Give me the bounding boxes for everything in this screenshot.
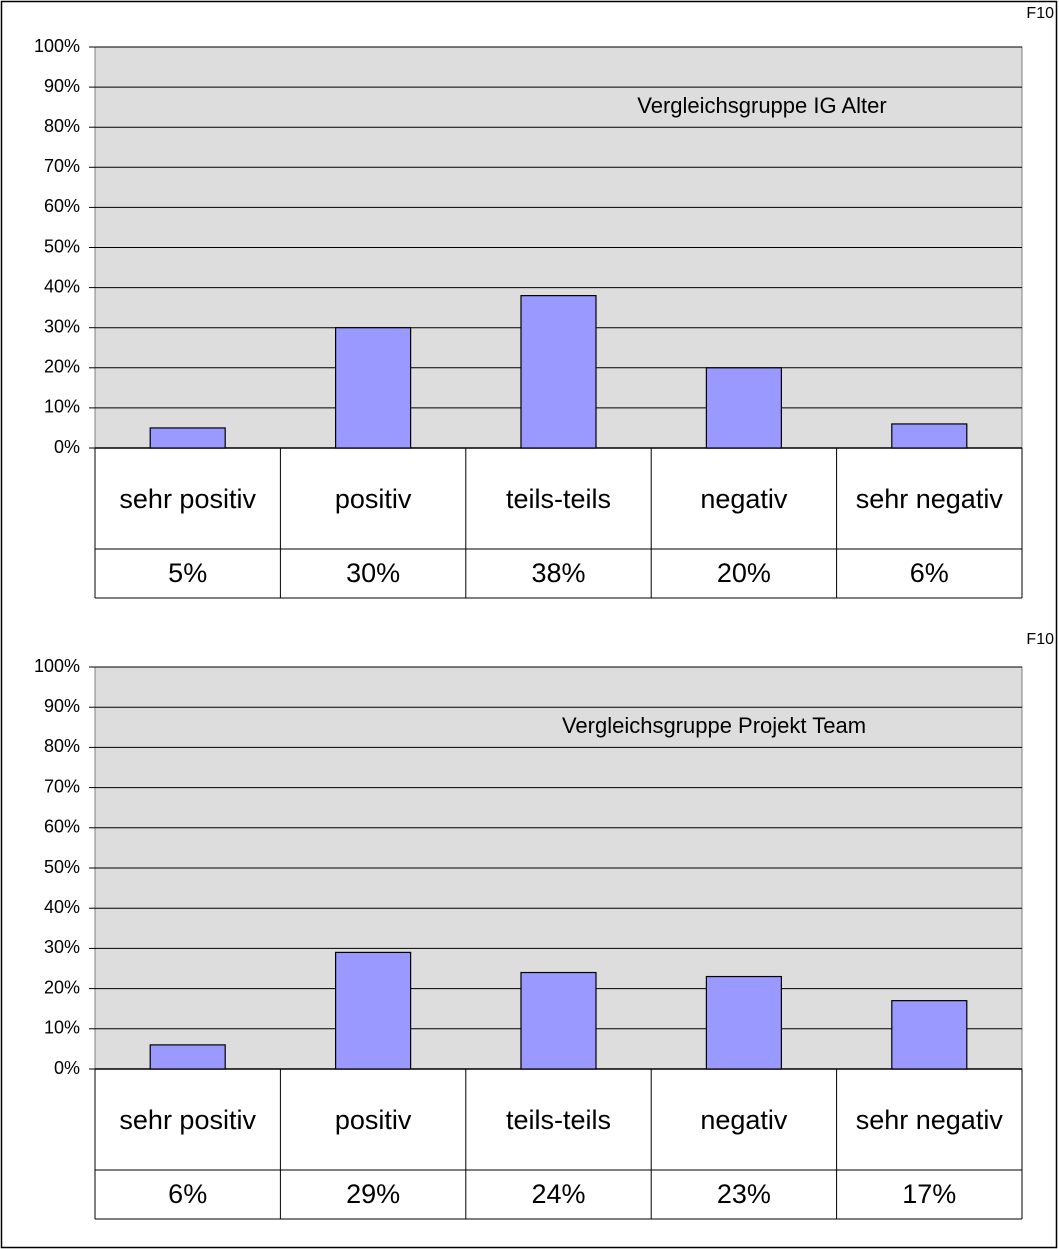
- category-cell: sehr negativ: [855, 1104, 1003, 1135]
- category-cell: positiv: [334, 1104, 412, 1135]
- y-tick-label: 70%: [44, 776, 80, 796]
- x-tick-label: positiv: [334, 1104, 412, 1135]
- corner-label: F10: [1026, 5, 1054, 22]
- annotation: Vergleichsgruppe Projekt Team: [562, 713, 866, 738]
- bar: [891, 1000, 968, 1070]
- corner-label: F10: [1026, 631, 1054, 648]
- x-tick-label: sehr positiv: [119, 483, 256, 514]
- category-cell: positiv: [334, 483, 412, 514]
- value-label: 23%: [717, 1179, 771, 1209]
- value-label: 29%: [346, 1179, 400, 1209]
- category-cell: teils-teils: [505, 1104, 611, 1135]
- y-tick-label: 100%: [34, 36, 80, 56]
- category-cell: sehr negativ: [855, 483, 1003, 514]
- category-cell: sehr positiv: [119, 483, 256, 514]
- value-label: 20%: [717, 558, 771, 588]
- bar: [705, 975, 783, 1070]
- bar: [891, 423, 968, 449]
- bar: [335, 951, 412, 1070]
- bar: [520, 971, 597, 1070]
- value-label: 5%: [168, 558, 207, 588]
- y-tick-label: 100%: [34, 656, 80, 676]
- y-tick-label: 20%: [44, 357, 80, 377]
- y-tick-label: 10%: [44, 397, 80, 417]
- x-tick-label: sehr negativ: [855, 1104, 1003, 1135]
- y-tick-label: 30%: [44, 937, 80, 957]
- y-tick-label: 30%: [44, 316, 80, 336]
- y-tick-label: 90%: [44, 76, 80, 96]
- x-tick-label: negativ: [700, 1104, 788, 1135]
- category-cell: negativ: [700, 1104, 788, 1135]
- value-label: 24%: [531, 1179, 585, 1209]
- bar: [149, 427, 226, 449]
- y-tick-label: 10%: [44, 1018, 80, 1038]
- y-tick-label: 50%: [44, 236, 80, 256]
- category-cell: sehr positiv: [119, 1104, 256, 1135]
- x-tick-label: positiv: [334, 483, 412, 514]
- y-tick-label: 0%: [54, 437, 80, 457]
- y-tick-label: 80%: [44, 736, 80, 756]
- value-label: 38%: [531, 558, 585, 588]
- bar: [520, 295, 597, 449]
- value-label: 30%: [346, 558, 400, 588]
- value-label: 6%: [910, 558, 949, 588]
- y-tick-label: 70%: [44, 156, 80, 176]
- y-tick-label: 40%: [44, 897, 80, 917]
- y-tick-label: 90%: [44, 696, 80, 716]
- x-tick-label: sehr positiv: [119, 1104, 256, 1135]
- value-label: 17%: [902, 1179, 956, 1209]
- x-tick-label: teils-teils: [505, 483, 611, 514]
- x-tick-label: negativ: [700, 483, 788, 514]
- y-tick-label: 20%: [44, 977, 80, 997]
- y-tick-label: 50%: [44, 857, 80, 877]
- value-label: 6%: [168, 1179, 207, 1209]
- bar: [705, 367, 783, 449]
- y-tick-label: 60%: [44, 196, 80, 216]
- y-tick-label: 40%: [44, 276, 80, 296]
- bar: [149, 1044, 226, 1070]
- category-cell: negativ: [700, 483, 788, 514]
- x-tick-label: sehr negativ: [855, 483, 1003, 514]
- y-tick-label: 60%: [44, 817, 80, 837]
- category-cell: teils-teils: [505, 483, 611, 514]
- bar: [335, 327, 412, 449]
- y-tick-label: 0%: [54, 1058, 80, 1078]
- x-tick-label: teils-teils: [505, 1104, 611, 1135]
- y-tick-label: 80%: [44, 116, 80, 136]
- annotation: Vergleichsgruppe IG Alter: [637, 93, 886, 118]
